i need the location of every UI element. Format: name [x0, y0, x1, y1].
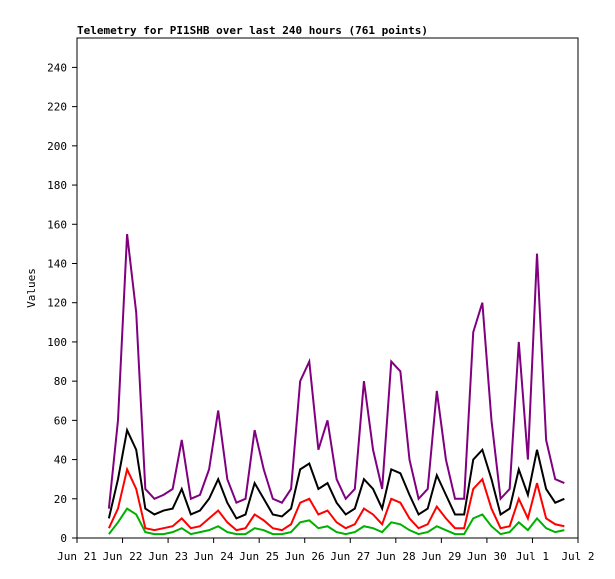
- y-tick-label: 180: [47, 179, 67, 192]
- y-tick-label: 120: [47, 297, 67, 310]
- y-tick-label: 100: [47, 336, 67, 349]
- x-tick-label: Jun 27: [330, 550, 370, 563]
- x-tick-label: Jun 23: [148, 550, 188, 563]
- series-line: [107, 233, 565, 509]
- y-tick-label: 60: [54, 414, 67, 427]
- chart-title: Telemetry for PI1SHB over last 240 hours…: [77, 24, 428, 37]
- series-line: [107, 426, 565, 520]
- x-tick-label: Jun 24: [194, 550, 234, 563]
- y-tick-label: 240: [47, 61, 67, 74]
- y-tick-label: 80: [54, 375, 67, 388]
- x-tick-label: Jul 1: [516, 550, 549, 563]
- x-tick-label: Jun 25: [239, 550, 279, 563]
- y-tick-label: 200: [47, 140, 67, 153]
- x-tick-label: Jun 30: [467, 550, 507, 563]
- x-tick-label: Jun 26: [285, 550, 325, 563]
- x-tick-label: Jun 28: [376, 550, 416, 563]
- y-tick-label: 0: [60, 532, 67, 545]
- x-tick-label: Jun 21: [57, 550, 97, 563]
- x-tick-label: Jul 2: [561, 550, 594, 563]
- y-tick-label: 160: [47, 218, 67, 231]
- series-line: [108, 507, 565, 536]
- y-tick-label: 140: [47, 257, 67, 270]
- y-tick-label: 40: [54, 454, 67, 467]
- x-tick-label: Jun 22: [103, 550, 143, 563]
- y-axis-label: Values: [25, 268, 38, 308]
- series-line: [107, 466, 565, 532]
- y-tick-label: 220: [47, 101, 67, 114]
- plot-frame: [76, 37, 579, 539]
- y-tick-label: 20: [54, 493, 67, 506]
- x-tick-label: Jun 29: [421, 550, 461, 563]
